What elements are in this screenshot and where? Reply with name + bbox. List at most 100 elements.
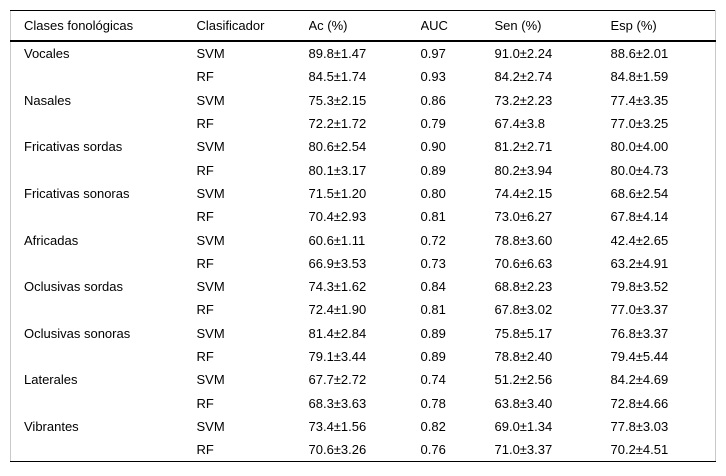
results-table-frame: Clases fonológicas Clasificador Ac (%) AUC S… (10, 10, 716, 463)
table-cell: RF (196, 255, 214, 271)
table-cell (11, 205, 197, 228)
column-header-5: Esp (%) (610, 10, 716, 42)
table-head: Clases fonológicas Clasificador Ac (%) AUC S… (10, 10, 716, 42)
table-cell: 84.2±4.69 (610, 372, 669, 388)
table-cell: 60.6±1.11 (308, 232, 366, 248)
column-header-0: Clases fonológicas (10, 10, 197, 42)
table-cell (11, 252, 197, 275)
table-cell: SVM (196, 46, 225, 62)
table-cell: RF (196, 442, 214, 458)
table-cell: 0.72 (420, 232, 446, 248)
table-cell: 70.6±3.26 (308, 442, 367, 458)
table-cell: 0.89 (420, 349, 446, 364)
table-cell: 80.0±4.73 (610, 162, 669, 178)
table-cell: 69.0±1.34 (494, 418, 553, 434)
table-cell: 81.2±2.71 (494, 139, 553, 155)
table-row: Vocales SVM 89.8±1.47 0.97 91.0±2.24 88.6±2.0… (11, 41, 716, 65)
table-cell: SVM (196, 372, 225, 388)
table-cell (11, 345, 197, 368)
column-header-1: Clasificador (196, 10, 309, 42)
table-cell (11, 438, 197, 462)
table-cell: Fricativas sordas (24, 139, 123, 155)
header-row: Clases fonológicas Clasificador Ac (%) AUC S… (10, 10, 716, 42)
table-cell: 72.8±4.66 (610, 395, 669, 411)
table-cell: RF (196, 69, 214, 85)
table-row: Oclusivas sordas SVM 74.3±1.62 0.84 68.8±2.2… (11, 275, 716, 298)
table-cell: Vibrantes (24, 418, 79, 434)
table-cell: 0.82 (420, 418, 446, 434)
table-cell: 0.74 (420, 372, 446, 388)
table-cell: 84.2±2.74 (494, 69, 553, 85)
table-cell: 0.80 (420, 185, 446, 201)
table-cell: Oclusivas sonoras (24, 325, 131, 341)
table-cell: 76.8±3.37 (610, 325, 669, 341)
table-cell (11, 112, 197, 135)
table-cell: 77.0±3.25 (610, 116, 669, 132)
table-cell (11, 158, 197, 181)
table-cell: 84.5±1.74 (308, 69, 367, 85)
table-cell: SVM (196, 92, 225, 108)
table-cell: 79.1±3.44 (308, 349, 367, 364)
table-cell: 73.4±1.56 (308, 418, 367, 434)
table-cell: 70.4±2.93 (308, 209, 367, 225)
table-cell: 0.90 (420, 139, 446, 155)
table-cell: 80.2±3.94 (494, 162, 553, 178)
column-header-2: Ac (%) (308, 10, 421, 42)
table-cell: SVM (196, 185, 225, 201)
table-cell: 0.93 (420, 69, 446, 85)
table-cell: 72.4±1.90 (308, 302, 367, 318)
table-cell: 70.6±6.63 (494, 255, 553, 271)
table-cell: RF (196, 302, 214, 318)
table-cell: SVM (196, 325, 225, 341)
table-cell: 0.86 (420, 92, 446, 108)
table-row: RF 80.1±3.17 0.89 80.2±3.94 80.0±4.73 (11, 158, 716, 181)
table-cell: 0.81 (420, 209, 446, 225)
table-cell: 71.0±3.37 (494, 442, 553, 458)
table-cell: 78.8±3.60 (494, 232, 553, 248)
table-cell: 67.7±2.72 (308, 372, 367, 388)
table-cell: 0.84 (420, 279, 446, 295)
table-row: RF 66.9±3.53 0.73 70.6±6.63 63.2±4.91 (11, 252, 716, 275)
table-cell: 66.9±3.53 (308, 255, 367, 271)
table-cell: 75.8±5.17 (494, 325, 553, 341)
table-cell: 79.8±3.52 (610, 279, 669, 295)
table-cell: Fricativas sonoras (24, 185, 130, 201)
table-cell: 67.4±3.8 (494, 116, 546, 132)
table-cell: SVM (196, 232, 225, 248)
table-cell: Nasales (24, 92, 71, 108)
table-cell: 0.79 (420, 116, 446, 132)
table-cell: 51.2±2.56 (494, 372, 553, 388)
table-cell: 74.3±1.62 (308, 279, 367, 295)
table-cell: Laterales (24, 372, 78, 388)
table-cell: RF (196, 395, 214, 411)
table-cell: 71.5±1.20 (308, 185, 367, 201)
table-cell: RF (196, 116, 214, 132)
table-cell: 80.6±2.54 (308, 139, 367, 155)
table-cell: Africadas (24, 232, 79, 248)
table-cell: 79.4±5.44 (610, 349, 669, 364)
table-cell: 67.8±3.02 (494, 302, 553, 318)
table-cell: 0.73 (420, 255, 446, 271)
table-cell: 0.81 (420, 302, 446, 318)
table-cell: 80.0±4.00 (610, 139, 669, 155)
table-cell: 0.89 (420, 325, 446, 341)
table-row: RF 79.1±3.44 0.89 78.8±2.40 79.4±5.44 (11, 345, 716, 368)
table-cell: 63.2±4.91 (610, 255, 669, 271)
table-cell: RF (196, 162, 214, 178)
table-cell: SVM (196, 418, 225, 434)
table-cell: RF (196, 349, 214, 364)
table-cell: 77.8±3.03 (610, 418, 669, 434)
table-cell: 73.2±2.23 (494, 92, 553, 108)
table-cell: SVM (196, 139, 225, 155)
table-row: RF 70.6±3.26 0.76 71.0±3.37 70.2±4.51 (11, 438, 716, 462)
table-cell: RF (196, 209, 214, 225)
table-cell: 68.6±2.54 (610, 185, 669, 201)
table-cell: 80.1±3.17 (308, 162, 367, 178)
table-cell: 70.2±4.51 (610, 442, 669, 458)
table-cell (11, 65, 197, 88)
table-cell: 42.4±2.65 (610, 232, 669, 248)
column-header-4: Sen (%) (494, 10, 611, 42)
table-cell: 0.78 (420, 395, 446, 411)
table-row: RF 70.4±2.93 0.81 73.0±6.27 67.8±4.14 (11, 205, 716, 228)
